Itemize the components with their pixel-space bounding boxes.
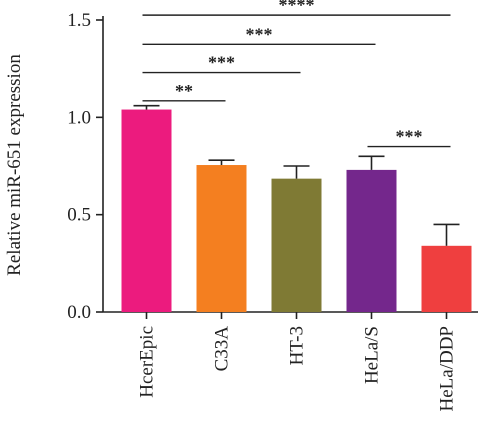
bar-ht-3 [271, 178, 322, 312]
significance-annotations: *************** [142, 0, 451, 148]
bars [121, 104, 472, 313]
y-tick-label: 0.0 [67, 302, 91, 323]
y-tick-label: 1.0 [67, 107, 91, 128]
y-tick-label: 0.5 [67, 205, 91, 226]
bar-hela-s [346, 169, 397, 312]
bar-c33a [196, 165, 247, 312]
significance-label: ** [175, 81, 193, 101]
x-tick-label: HeLa/S [362, 326, 383, 384]
significance-label: *** [396, 127, 423, 147]
x-tick-label: C33A [212, 326, 233, 372]
x-tick-label: HcerEpic [137, 326, 158, 398]
x-tick-label: HT-3 [287, 326, 308, 365]
significance-label: **** [279, 0, 315, 15]
x-tick-label: HeLa/DDP [437, 326, 458, 411]
axes: 0.0 0.5 1.0 1.5 HcerEpic C33A HT-3 HeLa/S HeLa/D… [67, 10, 478, 411]
significance-label: *** [208, 53, 235, 73]
y-tick-label: 1.5 [67, 10, 91, 31]
bar-hcerepic [121, 109, 172, 313]
y-axis-label: Relative miR-651 expression [4, 54, 25, 276]
bar-hela-ddp [421, 245, 472, 312]
significance-label: *** [246, 24, 273, 44]
